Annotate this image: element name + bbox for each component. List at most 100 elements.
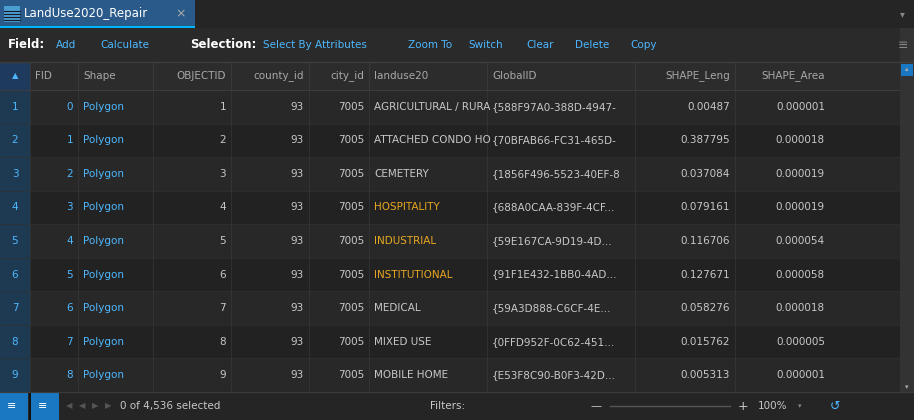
Bar	[0, 0, 914, 28]
Text: 93: 93	[291, 270, 304, 280]
Text: MIXED USE: MIXED USE	[374, 337, 431, 346]
Text: {E53F8C90-B0F3-42D...: {E53F8C90-B0F3-42D...	[492, 370, 616, 380]
Text: 9: 9	[12, 370, 18, 380]
Text: {70BFAB66-FC31-465D-: {70BFAB66-FC31-465D-	[492, 135, 617, 145]
Text: Polygon: Polygon	[83, 202, 124, 213]
Bar	[0, 157, 30, 191]
Text: HOSPITALITY: HOSPITALITY	[374, 202, 440, 213]
Text: ▾: ▾	[798, 403, 802, 409]
Text: {91F1E432-1BB0-4AD...: {91F1E432-1BB0-4AD...	[492, 270, 618, 280]
Bar	[0, 291, 30, 325]
Text: ▴: ▴	[905, 66, 909, 72]
Text: 0 of 4,536 selected: 0 of 4,536 selected	[120, 401, 220, 411]
Text: 6: 6	[12, 270, 18, 280]
Text: {1856F496-5523-40EF-8: {1856F496-5523-40EF-8	[492, 169, 621, 179]
Text: 5: 5	[219, 236, 226, 246]
Bar	[0, 358, 30, 392]
Text: 0.127671: 0.127671	[680, 270, 730, 280]
Text: Polygon: Polygon	[83, 303, 124, 313]
Text: ▶: ▶	[92, 402, 99, 410]
Bar	[0, 123, 30, 157]
Text: Calculate: Calculate	[100, 40, 149, 50]
Text: Polygon: Polygon	[83, 236, 124, 246]
Text: 7005: 7005	[338, 337, 364, 346]
Text: LandUse2020_Repair: LandUse2020_Repair	[24, 8, 148, 21]
Text: Polygon: Polygon	[83, 337, 124, 346]
Bar	[0, 62, 900, 90]
Text: 1: 1	[12, 102, 18, 112]
Text: 0.000054: 0.000054	[776, 236, 825, 246]
Bar	[0, 191, 900, 224]
Bar	[0, 26, 195, 28]
Text: 100%: 100%	[758, 401, 788, 411]
Text: 5: 5	[67, 270, 73, 280]
Text: 93: 93	[291, 169, 304, 179]
Text: GlobalID: GlobalID	[492, 71, 537, 81]
Bar	[0, 28, 914, 30]
Bar	[0, 123, 900, 157]
Bar	[901, 64, 913, 76]
Text: 7: 7	[67, 337, 73, 346]
Text: Switch: Switch	[468, 40, 503, 50]
Text: Polygon: Polygon	[83, 169, 124, 179]
Text: 5: 5	[12, 236, 18, 246]
Text: ▾: ▾	[905, 384, 909, 390]
Text: 0.000001: 0.000001	[776, 370, 825, 380]
Text: 3: 3	[12, 169, 18, 179]
Text: Filters:: Filters:	[430, 401, 465, 411]
Text: 7005: 7005	[338, 236, 364, 246]
Text: —: —	[590, 401, 601, 411]
Bar	[0, 224, 30, 258]
Text: 0.000018: 0.000018	[776, 135, 825, 145]
Text: 0.387795: 0.387795	[680, 135, 730, 145]
Text: ATTACHED CONDO HO: ATTACHED CONDO HO	[374, 135, 491, 145]
Bar	[0, 157, 900, 191]
Text: 3: 3	[67, 202, 73, 213]
Text: {588F97A0-388D-4947-: {588F97A0-388D-4947-	[492, 102, 617, 112]
Text: 8: 8	[67, 370, 73, 380]
Bar	[0, 0, 195, 28]
Bar	[29, 392, 31, 420]
Text: CEMETERY: CEMETERY	[374, 169, 429, 179]
Bar	[0, 90, 30, 123]
Text: 93: 93	[291, 370, 304, 380]
Text: 2: 2	[67, 169, 73, 179]
Bar	[0, 90, 900, 123]
Bar	[0, 325, 900, 358]
Text: Polygon: Polygon	[83, 370, 124, 380]
Bar	[0, 258, 30, 291]
Text: 2: 2	[12, 135, 18, 145]
Text: ≡: ≡	[898, 39, 909, 52]
Text: {688A0CAA-839F-4CF...: {688A0CAA-839F-4CF...	[492, 202, 615, 213]
Text: ▲: ▲	[12, 71, 18, 81]
Text: 7005: 7005	[338, 370, 364, 380]
Text: ◀: ◀	[66, 402, 72, 410]
Text: 4: 4	[67, 236, 73, 246]
Text: ↺: ↺	[830, 399, 841, 412]
Bar	[0, 325, 30, 358]
Text: ◀: ◀	[79, 402, 86, 410]
Text: Delete: Delete	[575, 40, 610, 50]
Text: MOBILE HOME: MOBILE HOME	[374, 370, 448, 380]
Text: 0.000001: 0.000001	[776, 102, 825, 112]
Text: 93: 93	[291, 303, 304, 313]
Text: {59E167CA-9D19-4D...: {59E167CA-9D19-4D...	[492, 236, 612, 246]
Bar	[0, 224, 900, 258]
Text: ▶: ▶	[105, 402, 112, 410]
Text: city_id: city_id	[330, 71, 364, 81]
Text: 0.015762: 0.015762	[681, 337, 730, 346]
Text: 1: 1	[67, 135, 73, 145]
Text: MEDICAL: MEDICAL	[374, 303, 420, 313]
Bar	[0, 28, 914, 62]
Text: +: +	[738, 399, 749, 412]
Text: 6: 6	[219, 270, 226, 280]
Bar	[0, 191, 30, 224]
Text: 4: 4	[12, 202, 18, 213]
Text: Shape: Shape	[83, 71, 116, 81]
Text: 7005: 7005	[338, 270, 364, 280]
Text: 8: 8	[12, 337, 18, 346]
Text: SHAPE_Area: SHAPE_Area	[761, 71, 825, 81]
Bar	[0, 358, 900, 392]
Text: 7005: 7005	[338, 102, 364, 112]
Text: Clear: Clear	[526, 40, 554, 50]
